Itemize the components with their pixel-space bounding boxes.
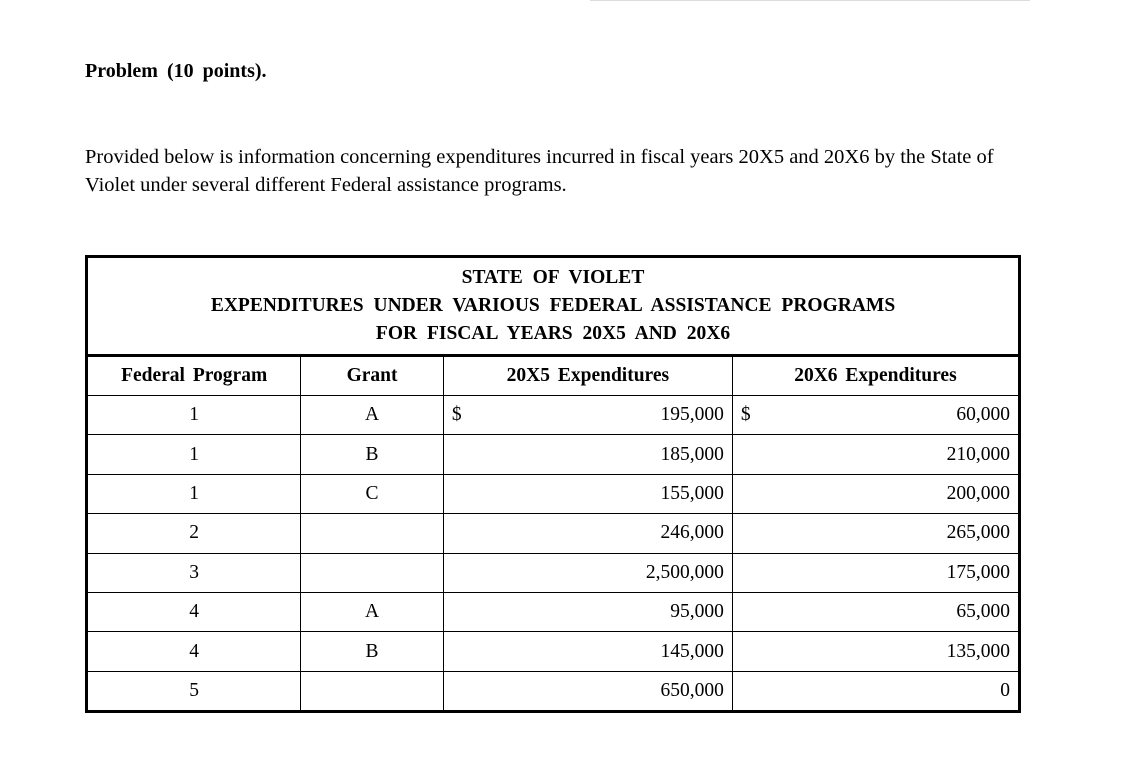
grant-cell: A — [300, 394, 444, 436]
amount-cell: 2,500,000 — [442, 552, 733, 593]
amount: 210,000 — [741, 444, 1010, 466]
table-row: 3 2,500,000 175,000 — [85, 552, 1021, 593]
grant-cell: B — [300, 434, 444, 475]
amount-cell: 145,000 — [442, 631, 733, 672]
amount-value: 2,500,000 — [645, 561, 724, 583]
grant-cell: A — [300, 591, 444, 633]
amount-value: 65,000 — [956, 601, 1010, 623]
amount: 145,000 — [452, 641, 724, 663]
table-row: 1 C 155,000 200,000 — [85, 473, 1021, 515]
amount-cell: 265,000 — [731, 513, 1021, 554]
amount: 246,000 — [452, 522, 724, 544]
grant-cell: C — [300, 473, 444, 515]
table-body: 1 A $195,000 $60,000 1 B 185,000 210,000 1 C 155,0… — [85, 394, 1021, 713]
amount-cell: 246,000 — [442, 513, 733, 554]
amount-cell: 65,000 — [731, 591, 1021, 633]
amount-value: 650,000 — [660, 679, 724, 701]
amount-value: 246,000 — [660, 522, 724, 544]
program-cell: 2 — [85, 513, 302, 554]
amount: 175,000 — [741, 562, 1010, 584]
column-header: 20X6 Expenditures — [731, 355, 1021, 396]
table-row: 1 A $195,000 $60,000 — [85, 394, 1021, 436]
amount-value: 135,000 — [946, 640, 1010, 662]
expenditure-table: STATE OF VIOLET EXPENDITURES UNDER VARIOU… — [85, 255, 1021, 714]
program-cell: 1 — [85, 473, 302, 515]
amount-cell: 155,000 — [442, 473, 733, 515]
amount: 650,000 — [452, 680, 724, 702]
amount: 65,000 — [741, 601, 1010, 623]
program-cell: 3 — [85, 552, 302, 593]
amount-cell: 185,000 — [442, 434, 733, 475]
grant-cell — [300, 552, 444, 593]
amount-cell: 0 — [731, 670, 1021, 713]
amount-value: 0 — [1000, 679, 1010, 701]
program-cell: 5 — [85, 670, 302, 713]
column-header: Federal Program — [85, 355, 302, 396]
table-row: 5 650,000 0 — [85, 670, 1021, 713]
amount: $195,000 — [452, 404, 724, 426]
table-title-line: STATE OF VIOLET — [461, 267, 645, 288]
column-header: Grant — [300, 355, 444, 396]
grant-cell — [300, 670, 444, 713]
amount-value: 200,000 — [946, 482, 1010, 504]
amount: 2,500,000 — [452, 562, 724, 584]
program-cell: 1 — [85, 394, 302, 436]
amount-value: 175,000 — [946, 561, 1010, 583]
program-cell: 1 — [85, 434, 302, 475]
amount: 200,000 — [741, 483, 1010, 505]
amount-cell: 95,000 — [442, 591, 733, 633]
table-title: STATE OF VIOLET EXPENDITURES UNDER VARIOU… — [86, 256, 1020, 357]
table-title-line: EXPENDITURES UNDER VARIOUS FEDERAL ASSIS… — [210, 295, 896, 316]
table-row: 1 B 185,000 210,000 — [85, 434, 1021, 475]
program-cell: 4 — [85, 591, 302, 633]
amount-cell: $195,000 — [442, 394, 733, 436]
grant-cell: B — [300, 631, 444, 672]
table-row: 4 A 95,000 65,000 — [85, 591, 1021, 633]
currency-symbol: $ — [451, 404, 462, 426]
divider — [590, 0, 1030, 1]
intro-text: Provided below is information concerning… — [85, 146, 994, 196]
amount-value: 155,000 — [660, 482, 724, 504]
header-row: Federal Program Grant 20X5 Expenditures 20X… — [85, 355, 1021, 396]
amount-cell: 210,000 — [731, 434, 1021, 475]
amount-value: 195,000 — [660, 404, 724, 426]
column-header: 20X5 Expenditures — [442, 355, 733, 396]
amount-cell: 200,000 — [731, 473, 1021, 515]
amount: 155,000 — [452, 483, 724, 505]
amount: 95,000 — [452, 601, 724, 623]
amount-cell: 650,000 — [442, 670, 733, 713]
amount-value: 60,000 — [956, 404, 1010, 426]
table-title-line: FOR FISCAL YEARS 20X5 AND 20X6 — [375, 323, 731, 344]
amount: 185,000 — [452, 444, 724, 466]
amount-value: 185,000 — [660, 443, 724, 465]
amount-value: 210,000 — [946, 443, 1010, 465]
amount: 135,000 — [741, 641, 1010, 663]
amount-cell: 135,000 — [731, 631, 1021, 672]
grant-cell — [300, 513, 444, 554]
amount: $60,000 — [741, 404, 1010, 426]
amount: 0 — [741, 680, 1010, 702]
amount-value: 145,000 — [660, 640, 724, 662]
table-row: 4 B 145,000 135,000 — [85, 631, 1021, 672]
amount-cell: $60,000 — [731, 394, 1021, 436]
currency-symbol: $ — [740, 404, 751, 426]
amount-value: 95,000 — [670, 601, 724, 623]
table-row: 2 246,000 265,000 — [85, 513, 1021, 554]
problem-title: Problem (10 points). — [85, 60, 267, 82]
program-cell: 4 — [85, 631, 302, 672]
amount: 265,000 — [741, 522, 1010, 544]
amount-value: 265,000 — [946, 522, 1010, 544]
amount-cell: 175,000 — [731, 552, 1021, 593]
